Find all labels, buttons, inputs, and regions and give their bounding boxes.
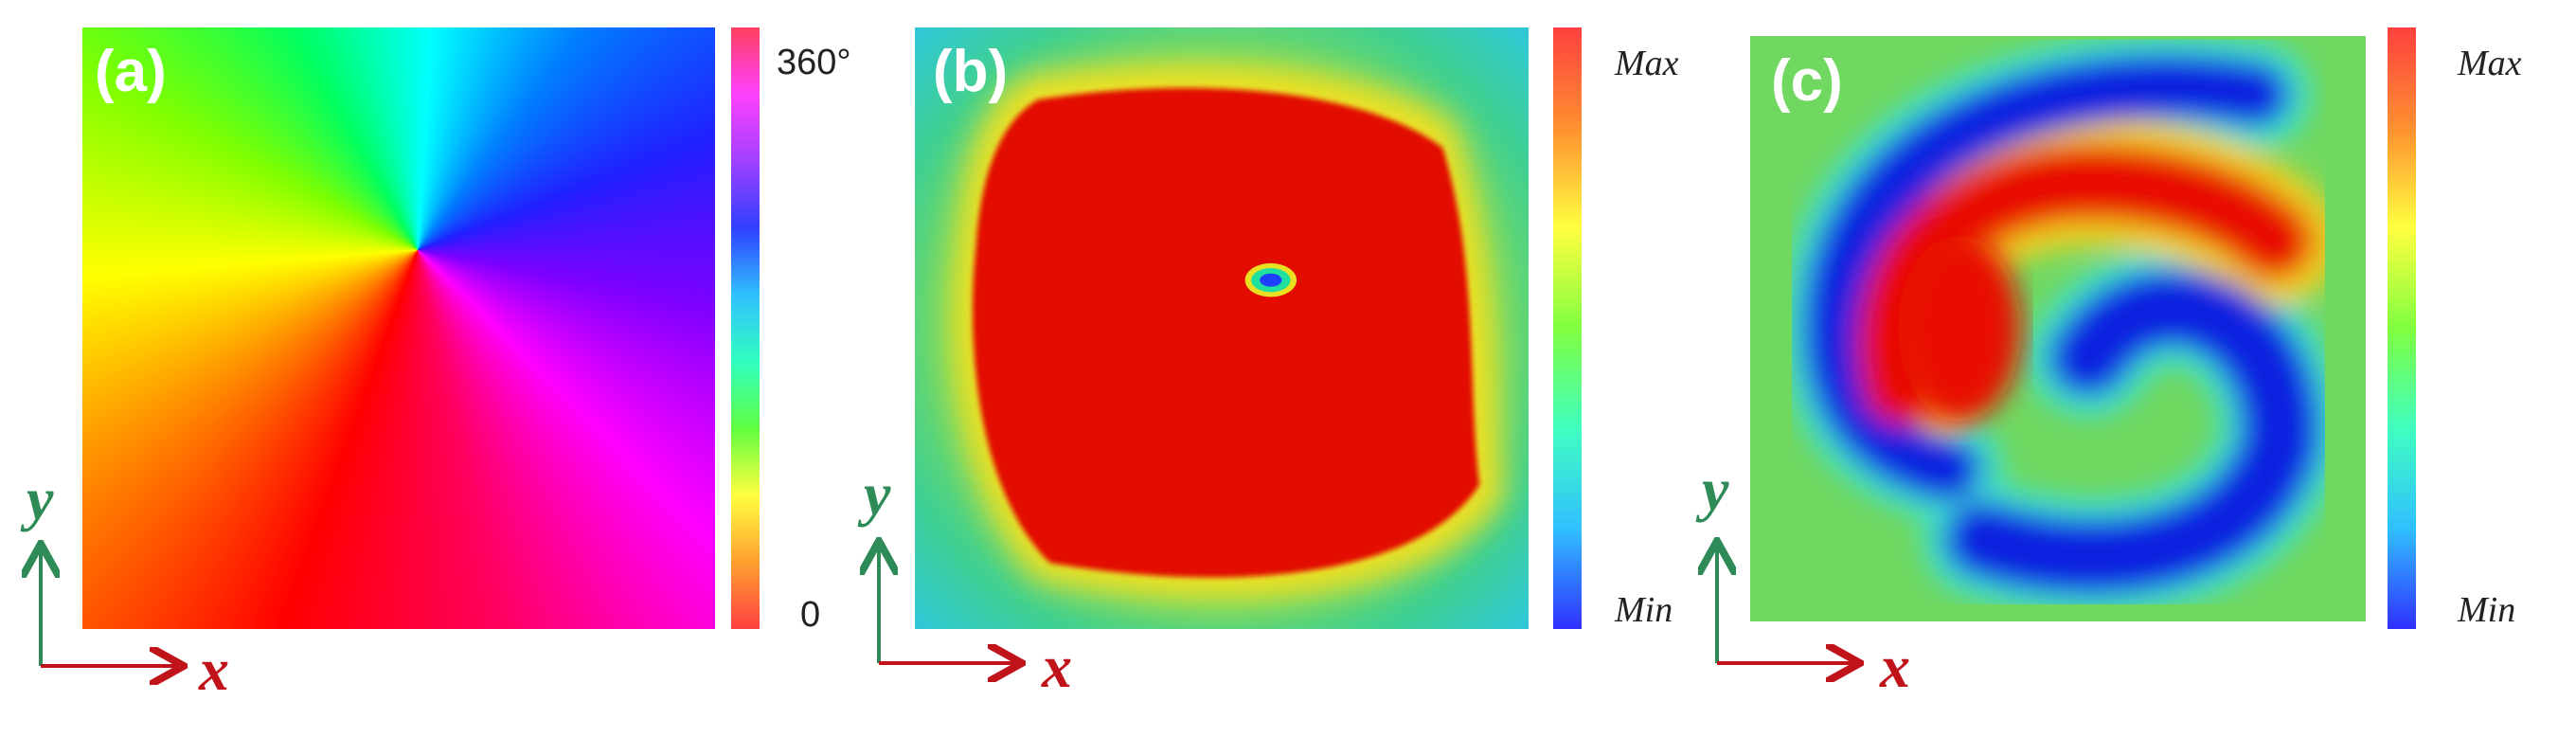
colorbar bbox=[1553, 27, 1582, 629]
colorbar-max: 360° bbox=[777, 43, 851, 82]
panel-label: (c) bbox=[1771, 48, 1843, 114]
intensity-map bbox=[1750, 36, 2366, 621]
y-axis-label: y bbox=[864, 460, 891, 528]
phase-map bbox=[82, 27, 715, 629]
colorbar bbox=[2388, 27, 2416, 629]
panel-label: (b) bbox=[933, 39, 1009, 104]
colorbar-min: 0 bbox=[800, 595, 821, 635]
colorbar-max: Max bbox=[1615, 44, 1679, 83]
y-axis-label: y bbox=[1702, 456, 1729, 523]
heatmap bbox=[1750, 36, 2366, 621]
y-axis-label: y bbox=[27, 465, 54, 532]
panel-label: (a) bbox=[95, 39, 167, 104]
colorbar-min: Min bbox=[2458, 590, 2516, 630]
intensity-map bbox=[915, 27, 1529, 629]
x-axis-label: x bbox=[199, 636, 229, 703]
heatmap bbox=[915, 27, 1529, 629]
x-axis-label: x bbox=[1880, 633, 1910, 700]
colorbar-min: Min bbox=[1615, 590, 1673, 630]
x-axis-label: x bbox=[1042, 633, 1072, 700]
colorbar bbox=[731, 27, 760, 629]
colorbar-max: Max bbox=[2458, 44, 2522, 83]
